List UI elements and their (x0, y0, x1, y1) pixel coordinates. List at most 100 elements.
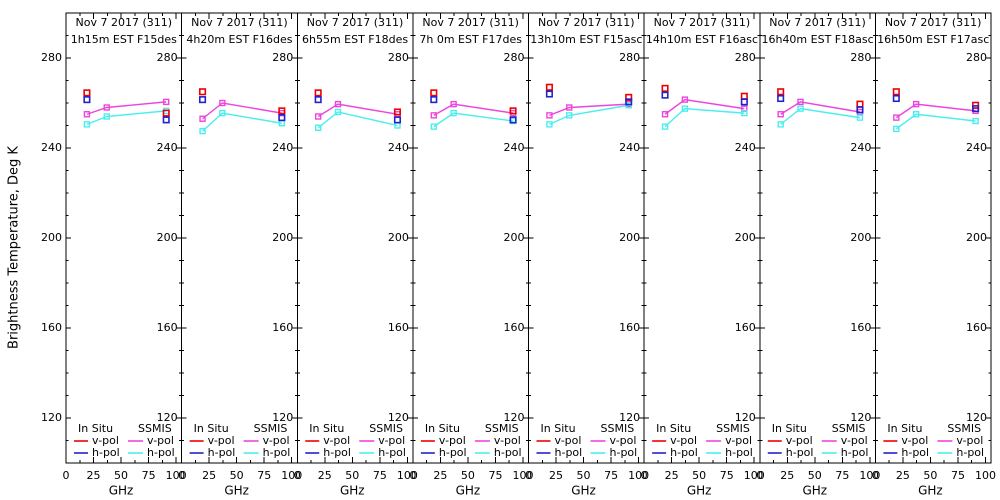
series-line (433, 103, 514, 116)
x-tick-label: 25 (433, 469, 447, 482)
x-tick-label: 50 (461, 469, 475, 482)
x-axis-unit-label: GHz (456, 484, 481, 498)
x-tick-label: 25 (87, 469, 101, 482)
y-tick-label: 120 (388, 411, 409, 424)
data-point-marker (546, 121, 553, 128)
y-tick-label: 200 (388, 231, 409, 244)
data-point-marker (103, 104, 110, 111)
data-point-marker (393, 116, 402, 124)
legend-entry-label: h-pol (901, 446, 929, 459)
series-in-situ-v-pol (892, 88, 980, 109)
data-point-marker (893, 125, 900, 133)
data-point-marker (893, 114, 900, 121)
data-point-marker (314, 89, 322, 97)
x-tick-label: 75 (835, 469, 849, 482)
x-tick-label: 100 (166, 469, 187, 482)
series-line (664, 107, 745, 128)
data-point-marker (545, 83, 553, 91)
series-ssmis-h-pol (314, 108, 401, 131)
x-tick-label: 50 (923, 469, 937, 482)
series-in-situ-v-pol (430, 89, 517, 115)
data-point-marker (219, 99, 226, 107)
y-tick-label: 120 (966, 411, 987, 424)
x-tick-label: 100 (744, 469, 765, 482)
data-point-marker (314, 124, 322, 131)
legend-ssmis-title: SSMIS (369, 422, 403, 435)
panel-title-date: Nov 7 2017 (311) (654, 16, 751, 29)
data-point-marker (912, 100, 920, 108)
series-line (664, 98, 745, 115)
series-ssmis-v-pol (893, 100, 979, 121)
panel-border (874, 12, 992, 464)
y-tick-label: 280 (157, 51, 178, 64)
y-tick-label: 160 (157, 321, 178, 334)
y-tick-label: 160 (850, 321, 871, 334)
series-ssmis-h-pol (199, 109, 286, 135)
panel-F16des: Nov 7 2017 (311) 4h20m EST F16des 0 25 50 75 1… (178, 12, 302, 498)
legend-entry-label: h-pol (263, 446, 291, 459)
series-ssmis-h-pol (893, 111, 979, 133)
series-in-situ-h-pol (545, 90, 633, 106)
data-point-marker (892, 94, 900, 103)
legend-ssmis-title: SSMIS (947, 422, 981, 435)
y-tick-label: 240 (272, 141, 293, 154)
data-point-marker (661, 91, 669, 99)
legend-entry-label: v-pol (208, 434, 235, 447)
legend-entry-label: h-pol (725, 446, 753, 459)
y-tick-label: 160 (504, 321, 525, 334)
legend-entry-label: v-pol (92, 434, 119, 447)
legend-entry-label: v-pol (786, 434, 813, 447)
y-tick-label: 280 (850, 51, 871, 64)
legend-entry-label: v-pol (263, 434, 290, 447)
data-point-marker (334, 108, 342, 116)
x-tick-label: 0 (409, 469, 416, 482)
data-point-marker (740, 98, 748, 106)
panel-title-time-sat: 16h50m EST F17asc (877, 33, 989, 46)
x-tick-label: 100 (859, 469, 880, 482)
panel-title-time-sat: 4h20m EST F16des (186, 33, 292, 46)
data-point-marker (219, 109, 226, 117)
legend-entry-label: v-pol (555, 434, 582, 447)
data-point-marker (777, 121, 784, 128)
legend-entry-label: h-pol (841, 446, 869, 459)
panel-title-date: Nov 7 2017 (311) (885, 16, 982, 29)
legend-entry-label: h-pol (670, 446, 698, 459)
y-tick-label: 200 (966, 231, 987, 244)
legend-entry-label: v-pol (147, 434, 174, 447)
x-tick-label: 75 (373, 469, 387, 482)
y-tick-label: 120 (735, 411, 756, 424)
panel-F16asc: Nov 7 2017 (311) 14h10m EST F16asc 0 25 50 75… (641, 12, 765, 498)
data-point-marker (103, 113, 110, 120)
series-ssmis-v-pol (83, 98, 170, 118)
legend-entry-label: h-pol (378, 446, 406, 459)
data-point-marker (856, 114, 864, 121)
panel-title-time-sat: 6h55m EST F18des (302, 33, 408, 46)
panel-F18asc: Nov 7 2017 (311) 16h40m EST F18asc 0 25 50 75… (756, 12, 880, 498)
series-in-situ-h-pol (777, 94, 864, 114)
series-in-situ-h-pol (892, 94, 980, 113)
y-tick-label: 240 (850, 141, 871, 154)
x-axis-unit-label: GHz (340, 484, 365, 498)
y-tick-label: 200 (157, 231, 178, 244)
series-line (433, 112, 514, 128)
panel-title-date: Nov 7 2017 (311) (538, 16, 635, 29)
y-tick-label: 160 (272, 321, 293, 334)
y-tick-label: 160 (619, 321, 640, 334)
x-axis-unit-label: GHz (802, 484, 827, 498)
data-point-marker (198, 96, 207, 104)
x-axis-unit-label: GHz (109, 484, 134, 498)
x-axis-unit-label: GHz (687, 484, 712, 498)
y-tick-label: 280 (41, 51, 62, 64)
data-point-marker (314, 96, 322, 104)
x-tick-label: 0 (525, 469, 532, 482)
y-tick-label: 160 (966, 321, 987, 334)
y-tick-label: 200 (619, 231, 640, 244)
legend-entry-label: h-pol (956, 446, 984, 459)
data-point-marker (393, 108, 402, 116)
data-point-marker (856, 100, 864, 108)
legend-entry-label: v-pol (841, 434, 868, 447)
series-in-situ-v-pol (661, 84, 748, 100)
series-in-situ-h-pol (661, 91, 748, 106)
